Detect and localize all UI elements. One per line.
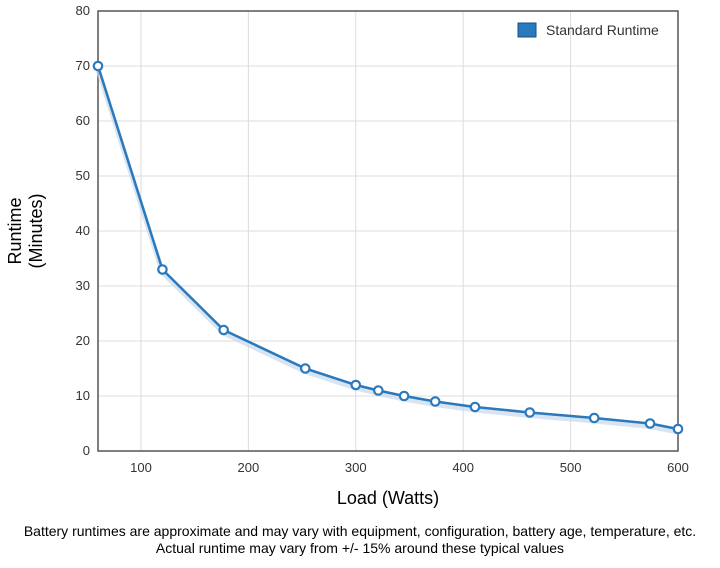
chart-svg: 0 10 20 30 40 50 60 70 80 100 200 300 400 500 600 Stan… — [5, 3, 689, 508]
x-tick-label: 500 — [560, 460, 582, 475]
runtime-chart: 0 10 20 30 40 50 60 70 80 100 200 300 400 500 600 Stan… — [5, 3, 689, 508]
series-layer — [92, 60, 684, 435]
y-tick-label: 40 — [76, 223, 90, 238]
y-tick-label: 10 — [76, 388, 90, 403]
tick-labels: 0 10 20 30 40 50 60 70 80 100 200 300 400 500 600 — [76, 3, 689, 475]
plot-frame — [97, 10, 679, 452]
data-point[interactable] — [398, 390, 410, 402]
y-tick-label: 20 — [76, 333, 90, 348]
legend-label: Standard Runtime — [546, 22, 659, 38]
x-tick-label: 300 — [345, 460, 367, 475]
data-point[interactable] — [672, 423, 684, 435]
legend-swatch — [517, 22, 537, 38]
data-point[interactable] — [644, 418, 656, 429]
data-point[interactable] — [373, 385, 384, 396]
y-axis-title-line2: (Minutes) — [26, 193, 46, 268]
data-point[interactable] — [299, 363, 311, 374]
data-point[interactable] — [218, 324, 229, 336]
data-point[interactable] — [524, 407, 536, 418]
data-point[interactable] — [588, 412, 600, 424]
y-tick-label: 30 — [76, 278, 90, 293]
x-tick-label: 200 — [238, 460, 260, 475]
y-tick-label: 50 — [76, 168, 90, 183]
y-axis-title-line1: Runtime — [5, 197, 25, 264]
y-tick-label: 0 — [83, 443, 90, 458]
x-tick-label: 400 — [452, 460, 474, 475]
x-tick-label: 600 — [667, 460, 689, 475]
data-point[interactable] — [92, 60, 104, 72]
x-tick-label: 100 — [130, 460, 152, 475]
data-point[interactable] — [157, 264, 168, 275]
legend[interactable]: Standard Runtime — [517, 22, 659, 38]
y-tick-label: 60 — [76, 113, 90, 128]
data-point[interactable] — [429, 396, 441, 407]
y-tick-label: 80 — [76, 3, 90, 18]
data-point[interactable] — [469, 401, 481, 413]
footnote: Battery runtimes are approximate and may… — [0, 523, 720, 557]
footnote-line-1: Battery runtimes are approximate and may… — [23, 523, 697, 539]
y-tick-label: 70 — [76, 58, 90, 73]
footnote-line-2: Actual runtime may vary from +/- 15% aro… — [155, 540, 565, 556]
x-axis-title: Load (Watts) — [337, 488, 439, 508]
grid-lines — [98, 11, 678, 451]
data-point[interactable] — [350, 379, 362, 391]
